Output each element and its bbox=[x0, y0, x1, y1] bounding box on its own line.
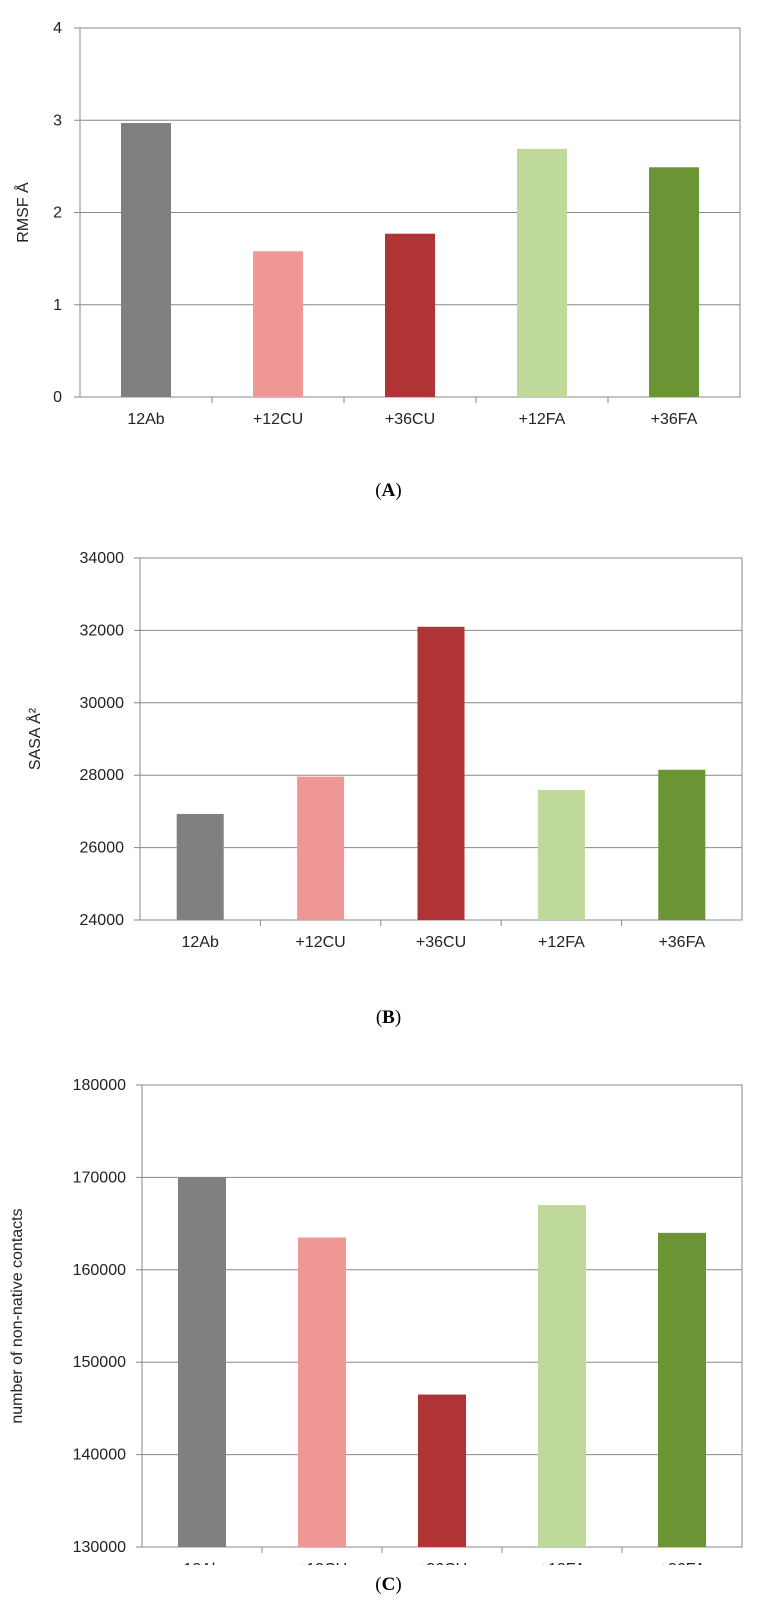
caption-c: (C) bbox=[375, 1574, 402, 1595]
y-axis-title: number of non-native contacts bbox=[9, 1208, 26, 1423]
y-tick-label: 24000 bbox=[80, 912, 125, 929]
bar-12ab bbox=[121, 123, 171, 397]
bar-plus-36fa bbox=[649, 167, 699, 397]
chart-panel-b: 24000 26000 28000 30000 32000 34000 12Ab +12CU +… bbox=[0, 510, 777, 1035]
bar-plus-36fa bbox=[658, 1232, 706, 1547]
y-tick-label: 1 bbox=[53, 297, 62, 314]
bar-plus-12fa bbox=[537, 790, 585, 920]
chart-panel-c: 130000 140000 150000 160000 170000 180000 12Ab… bbox=[0, 1035, 777, 1615]
x-tick-label: 12Ab bbox=[127, 411, 164, 428]
x-tick-label: +12FA bbox=[519, 411, 566, 428]
y-tick-label: 32000 bbox=[80, 622, 125, 639]
y-tick-label: 160000 bbox=[73, 1262, 126, 1279]
bar-plus-12fa bbox=[517, 148, 567, 397]
rmsf-bar-chart: 0 1 2 3 4 12Ab +12CU +36CU +12FA +36FA RMSF Å bbox=[13, 20, 741, 428]
y-tick-label: 0 bbox=[53, 389, 62, 406]
y-tick-label: 3 bbox=[53, 112, 62, 129]
y-tick-label: 150000 bbox=[73, 1354, 126, 1371]
x-tick-label: 12Ab bbox=[183, 1561, 220, 1565]
y-axis-title: RMSF Å bbox=[13, 182, 32, 243]
y-tick-label: 130000 bbox=[73, 1539, 126, 1556]
y-tick-label: 4 bbox=[53, 20, 62, 37]
y-tick-label: 140000 bbox=[73, 1447, 126, 1464]
bar-plus-12cu bbox=[298, 1237, 346, 1547]
x-tick-label: +12FA bbox=[538, 934, 585, 951]
y-tick-label: 26000 bbox=[80, 840, 125, 857]
bar-plus-12cu bbox=[253, 251, 303, 397]
bar-plus-36cu bbox=[418, 1394, 466, 1547]
x-tick-label: 12Ab bbox=[182, 934, 219, 951]
x-tick-label: +12CU bbox=[253, 411, 303, 428]
x-tick-label: +36FA bbox=[658, 934, 705, 951]
y-tick-label: 2 bbox=[53, 205, 62, 222]
bar-plus-36cu bbox=[417, 626, 465, 920]
bar-plus-36cu bbox=[385, 233, 435, 397]
y-tick-label: 28000 bbox=[80, 767, 125, 784]
x-tick-label: +12FA bbox=[539, 1561, 586, 1565]
sasa-bar-chart: 24000 26000 28000 30000 32000 34000 12Ab +12CU +… bbox=[25, 550, 743, 951]
caption-c-label: C bbox=[381, 1574, 396, 1595]
bar-12ab bbox=[176, 813, 224, 920]
x-tick-label: +36CU bbox=[417, 1561, 467, 1565]
y-axis-title: SASA Å² bbox=[25, 707, 44, 770]
bar-plus-12fa bbox=[538, 1205, 586, 1547]
caption-b-label: B bbox=[382, 1007, 395, 1028]
x-tick-label: +36FA bbox=[651, 411, 698, 428]
chart-panel-a: 0 1 2 3 4 12Ab +12CU +36CU +12FA +36FA RMSF Å (A) bbox=[0, 0, 777, 510]
y-tick-label: 30000 bbox=[80, 695, 125, 712]
x-tick-label: +36CU bbox=[416, 934, 466, 951]
x-tick-label: +12CU bbox=[297, 1561, 347, 1565]
y-tick-label: 180000 bbox=[73, 1077, 126, 1094]
bar-plus-36fa bbox=[658, 769, 706, 920]
caption-a-label: A bbox=[381, 480, 396, 501]
x-tick-label: +36CU bbox=[385, 411, 435, 428]
caption-b: (B) bbox=[375, 1007, 402, 1028]
non-native-contacts-bar-chart: 130000 140000 150000 160000 170000 180000 12Ab… bbox=[9, 1077, 743, 1565]
caption-a: (A) bbox=[375, 480, 402, 501]
x-tick-label: +12CU bbox=[295, 934, 345, 951]
y-tick-label: 170000 bbox=[73, 1169, 126, 1186]
bar-12ab bbox=[178, 1177, 226, 1547]
y-tick-label: 34000 bbox=[80, 550, 125, 567]
x-tick-label: +36FA bbox=[659, 1561, 706, 1565]
bar-plus-12cu bbox=[297, 776, 345, 920]
